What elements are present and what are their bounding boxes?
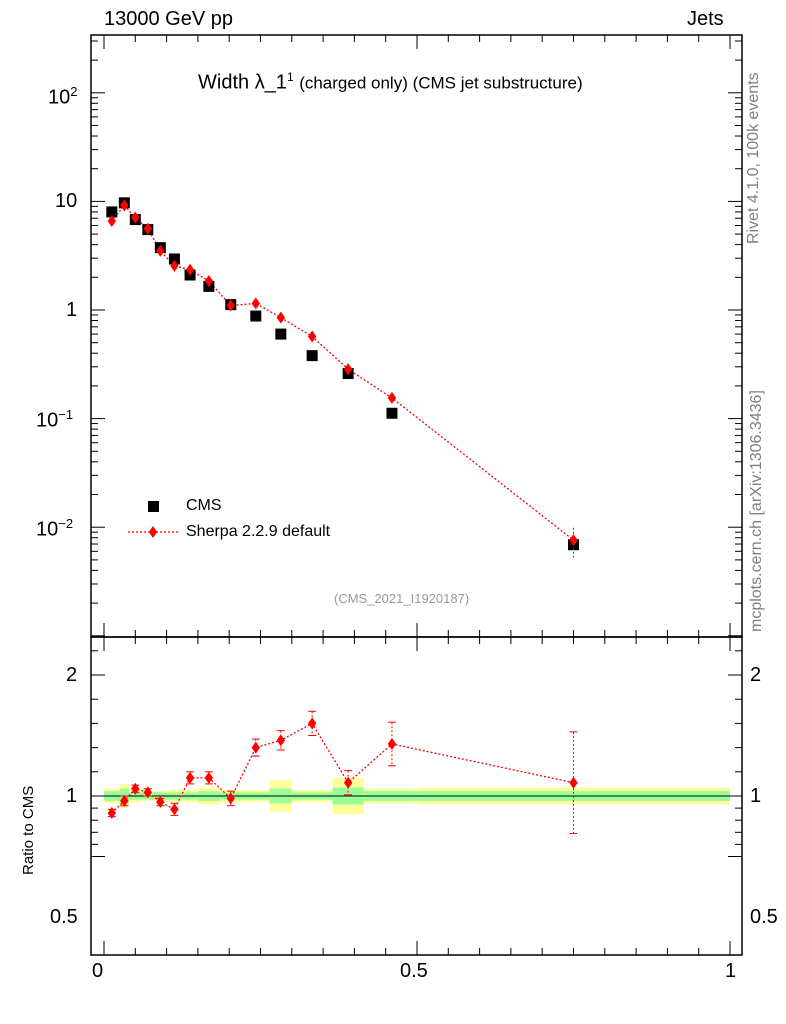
ratio-ytick-label-2-right: 2: [750, 664, 762, 686]
cms-point: [306, 350, 318, 362]
ratio-sherpa-point: [131, 782, 140, 795]
sherpa-point: [131, 211, 140, 224]
ratio-ytick-label-05: 0.5: [50, 906, 78, 928]
ratio-ylabel: Ratio to CMS: [20, 785, 37, 875]
ratio-sherpa-point: [387, 737, 397, 750]
sherpa-point: [387, 391, 397, 404]
legend-label-cms: CMS: [186, 497, 222, 514]
energy-label: 13000 GeV pp: [104, 8, 233, 30]
sherpa-point: [307, 330, 317, 343]
main-ytick-label: 102: [48, 84, 78, 109]
plot-title: Width λ_11 (charged only) (CMS jet subst…: [198, 70, 583, 95]
sherpa-point: [276, 311, 286, 324]
ratio-sherpa-point: [276, 734, 286, 747]
analysis-label: (CMS_2021_I1920187): [334, 591, 470, 606]
legend: [128, 501, 178, 538]
ratio-sherpa-point: [156, 796, 165, 809]
legend-label-sherpa: Sherpa 2.2.9 default: [186, 523, 331, 540]
sherpa-point: [343, 363, 353, 376]
title-rest: (charged only) (CMS jet substructure): [299, 73, 583, 93]
sherpa-point: [251, 297, 261, 310]
main-ytick-label: 10−2: [36, 516, 74, 541]
cms-point: [168, 253, 180, 265]
ratio-sherpa-point: [143, 786, 153, 799]
title-superscript: 1: [286, 70, 294, 84]
sherpa-point: [107, 214, 117, 227]
ratio-ytick-label-05-right: 0.5: [750, 906, 778, 928]
cms-point: [106, 206, 118, 218]
site-label: mcplots.cern.ch [arXiv:1306.3436]: [748, 390, 765, 632]
xtick-label-1: 1: [725, 960, 737, 982]
ratio-sherpa-point: [170, 803, 179, 816]
rivet-label: Rivet 4.1.0, 100k events: [745, 72, 762, 244]
ratio-sherpa-point: [185, 771, 195, 784]
ratio-sherpa-point: [343, 776, 353, 789]
sherpa-point: [569, 534, 578, 547]
ratio-sherpa-point: [107, 806, 117, 819]
sherpa-point: [156, 244, 165, 257]
ratio-sherpa-point: [569, 776, 578, 789]
process-label: Jets: [687, 8, 724, 30]
title-main: Width: [198, 71, 250, 94]
cms-point: [250, 310, 262, 322]
ratio-sherpa-point: [204, 771, 214, 784]
main-frame: [90, 34, 743, 638]
ratio-sherpa-point: [307, 717, 317, 730]
cms-point: [275, 328, 287, 340]
ratio-sherpa-point: [120, 794, 129, 807]
sherpa-point: [143, 222, 153, 235]
sherpa-point: [204, 274, 214, 287]
xtick-label-05: 0.5: [400, 960, 428, 982]
ratio-ytick-label-2: 2: [66, 664, 78, 686]
ratio-sherpa-point: [251, 741, 261, 754]
ratio-uncertainty-bands: [91, 777, 742, 815]
legend-cms-marker: [148, 501, 159, 512]
sherpa-point: [185, 263, 195, 276]
ratio-ytick-label-1-right: 1: [750, 785, 762, 807]
sherpa-point: [120, 199, 129, 212]
main-ytick-label: 1: [66, 299, 78, 321]
ratio-sherpa-point: [226, 792, 235, 805]
sherpa-point: [170, 259, 179, 272]
legend-sherpa-marker: [148, 526, 158, 538]
main-ytick-label: 10: [55, 190, 78, 212]
main-ytick-label: 10−1: [36, 407, 74, 432]
sherpa-point: [226, 299, 235, 312]
title-symbol: λ_1: [254, 71, 287, 94]
xtick-label-0: 0: [92, 960, 104, 982]
ratio-ytick-label-1: 1: [66, 785, 78, 807]
cms-point: [386, 407, 398, 419]
